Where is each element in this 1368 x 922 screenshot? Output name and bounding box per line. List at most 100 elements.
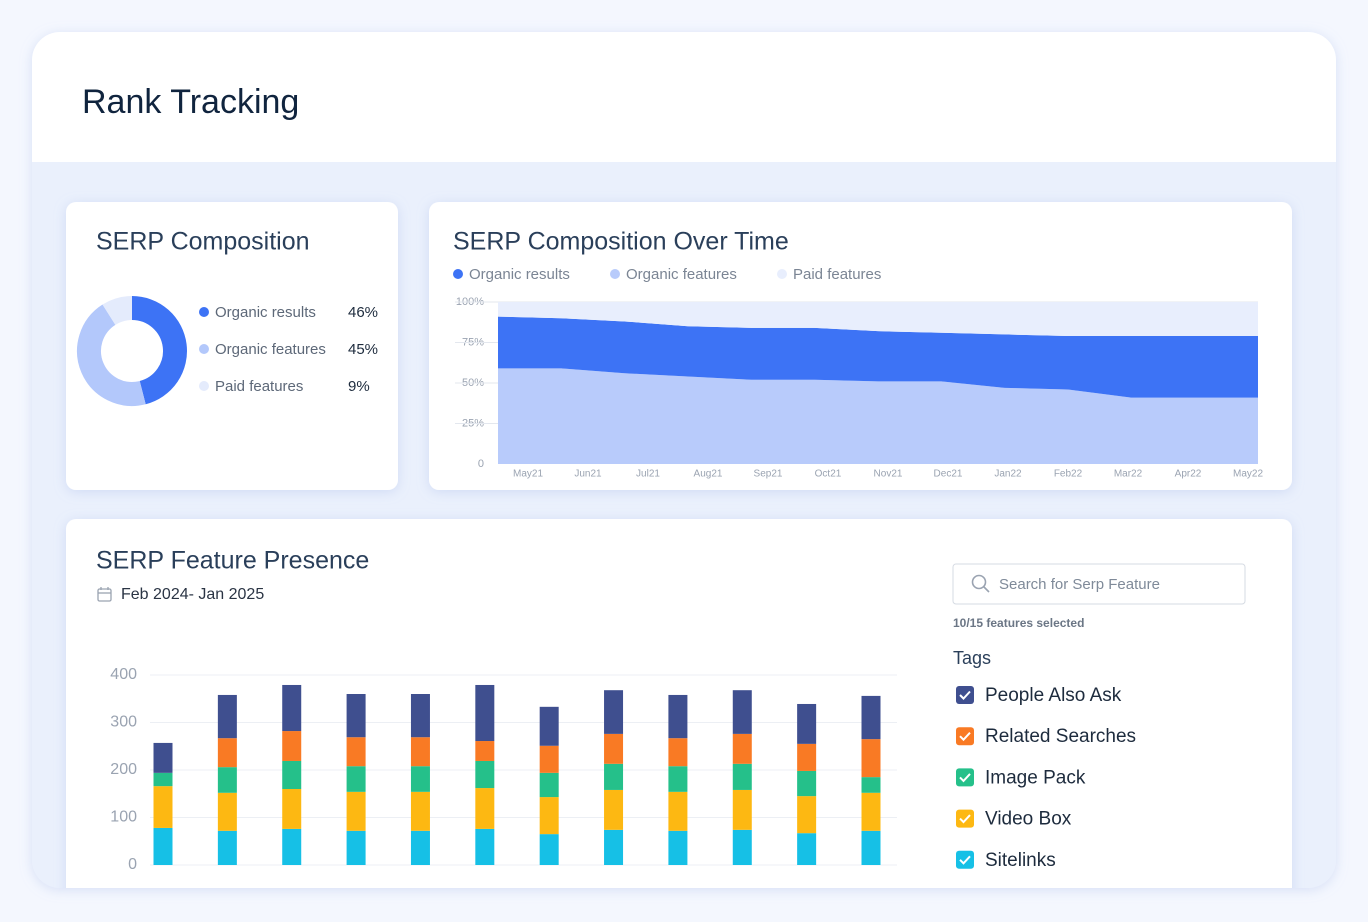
y-tick-label: 0 [128, 856, 137, 873]
tag-checkbox[interactable] [956, 727, 974, 746]
x-tick-label: Feb22 [1054, 469, 1083, 480]
selected-count: 10/15 features selected [953, 616, 1084, 630]
legend-dot [199, 344, 209, 354]
x-tick-label: Jan22 [994, 469, 1022, 480]
bar-segment [797, 703, 817, 744]
legend-dot [199, 381, 209, 391]
bar-segment [539, 834, 559, 865]
bar-segment [410, 791, 430, 831]
bar-segment [668, 738, 688, 767]
bar-segment [797, 833, 817, 865]
bar-segment [797, 796, 817, 834]
bar-segment [604, 789, 624, 830]
bar-segment [410, 737, 430, 767]
bar-segment [668, 830, 688, 865]
bar-segment [153, 742, 173, 773]
check-mark [959, 732, 971, 742]
bar-segment [475, 684, 495, 742]
legend-label: Organic results [215, 304, 316, 321]
calendar-icon [97, 587, 112, 602]
bar-segment [539, 772, 559, 798]
tag-label[interactable]: Related Searches [985, 726, 1136, 747]
x-tick-label: May21 [513, 469, 543, 480]
bar-segment [732, 763, 752, 790]
chart-title: SERP Feature Presence [96, 547, 369, 575]
bar-segment [217, 694, 237, 739]
bar-segment [668, 766, 688, 792]
legend-label: Organic features [626, 266, 737, 283]
chart-title: SERP Composition Over Time [453, 228, 789, 256]
search-box[interactable] [952, 563, 1246, 605]
bar-segment [861, 777, 881, 793]
legend-dot [777, 269, 787, 279]
tag-checkbox[interactable] [956, 686, 974, 704]
tag-checkbox[interactable] [956, 850, 974, 869]
tag-label[interactable]: Video Box [985, 809, 1072, 830]
bar-segment [861, 830, 881, 865]
bar-segment [153, 786, 173, 828]
bar-segment [732, 829, 752, 865]
header-bar [32, 32, 1336, 162]
area [498, 316, 1258, 398]
bar-segment [475, 828, 495, 865]
value-label: 46% [348, 304, 378, 321]
donut-segment [131, 296, 187, 405]
bar-segment [475, 760, 495, 789]
area [498, 368, 1258, 464]
y-tick-label: 0 [478, 458, 484, 470]
content: Rank Tracking SERP Composition SERP Comp… [32, 32, 1336, 888]
bar-segment [604, 690, 624, 734]
x-tick-label: Apr22 [1175, 469, 1202, 480]
bar-segment [282, 789, 302, 829]
bar-segment [346, 791, 366, 831]
legend-dot [199, 307, 209, 317]
bar-segment [475, 788, 495, 829]
x-tick-label: Jun21 [574, 469, 602, 480]
legend-label: Paid features [215, 378, 303, 395]
bar-segment [282, 684, 302, 732]
tag-label[interactable]: Sitelinks [985, 850, 1056, 871]
chart-title: SERP Composition [96, 228, 310, 256]
bar-segment [346, 766, 366, 792]
bar-segment [732, 733, 752, 764]
check-mark [959, 855, 971, 865]
bar-segment [861, 695, 881, 740]
bar-segment [604, 733, 624, 764]
tag-checkbox[interactable] [956, 809, 974, 828]
y-tick-label: 100 [110, 809, 137, 826]
check-mark [959, 773, 971, 783]
check-mark [959, 690, 971, 700]
value-label: 9% [348, 378, 370, 395]
check-mark [959, 814, 971, 824]
bar-segment [732, 789, 752, 830]
bar-segment [282, 828, 302, 865]
bar-segment [475, 741, 495, 761]
bar-segment [346, 737, 366, 767]
bar-segment [217, 792, 237, 831]
y-tick-label: 400 [110, 666, 137, 683]
bar-segment [539, 745, 559, 773]
bar-segment [668, 694, 688, 739]
x-tick-label: Jul21 [636, 469, 660, 480]
bar-segment [282, 731, 302, 761]
bar-segment [346, 830, 366, 865]
x-tick-label: Mar22 [1114, 469, 1143, 480]
tag-checkbox[interactable] [956, 768, 974, 787]
search-icon [971, 574, 990, 593]
legend-label: Paid features [793, 266, 881, 283]
value-label: 45% [348, 341, 378, 358]
area [498, 302, 1258, 337]
bar-segment [346, 694, 366, 738]
tags-title: Tags [953, 648, 991, 668]
bar-segment [217, 767, 237, 793]
tag-label[interactable]: People Also Ask [985, 685, 1122, 706]
legend-dot [453, 269, 463, 279]
x-tick-label: Nov21 [874, 469, 903, 480]
bar-segment [539, 797, 559, 835]
search-placeholder: Search for Serp Feature [999, 576, 1160, 593]
x-tick-label: Sep21 [754, 469, 783, 480]
x-tick-label: May22 [1233, 469, 1263, 480]
bar-segment [861, 792, 881, 831]
tag-label[interactable]: Image Pack [985, 767, 1086, 788]
